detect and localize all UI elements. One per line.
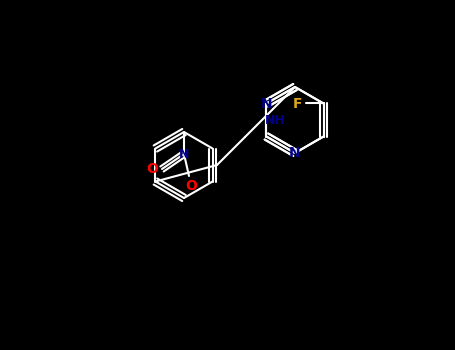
Text: O: O xyxy=(146,162,158,176)
Text: N: N xyxy=(179,147,189,161)
Text: F: F xyxy=(293,97,302,111)
Text: N: N xyxy=(261,97,272,111)
Text: NH: NH xyxy=(265,114,285,127)
Text: O: O xyxy=(185,179,197,193)
Text: N: N xyxy=(289,146,301,160)
